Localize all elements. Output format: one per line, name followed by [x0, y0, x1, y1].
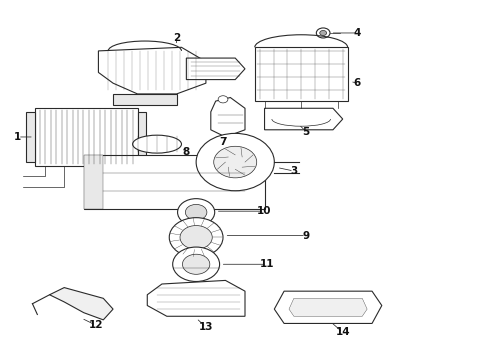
Polygon shape — [98, 47, 206, 94]
Polygon shape — [26, 112, 35, 162]
Polygon shape — [265, 108, 343, 130]
Text: 6: 6 — [354, 78, 361, 88]
Polygon shape — [274, 291, 382, 323]
Circle shape — [317, 28, 330, 38]
Text: 1: 1 — [14, 132, 22, 142]
Text: 3: 3 — [290, 166, 297, 176]
Text: 8: 8 — [183, 147, 190, 157]
Circle shape — [177, 199, 215, 226]
Polygon shape — [138, 112, 147, 162]
Text: 11: 11 — [260, 259, 274, 269]
Polygon shape — [211, 98, 245, 137]
Circle shape — [185, 204, 207, 220]
Polygon shape — [49, 288, 113, 320]
Circle shape — [218, 96, 228, 103]
Polygon shape — [84, 155, 103, 209]
Polygon shape — [255, 47, 347, 101]
Circle shape — [320, 31, 327, 36]
Polygon shape — [289, 298, 367, 316]
Circle shape — [214, 146, 257, 178]
Text: 14: 14 — [336, 327, 350, 337]
Text: 9: 9 — [302, 231, 310, 240]
Text: 2: 2 — [173, 33, 180, 43]
Polygon shape — [84, 155, 265, 209]
Text: 7: 7 — [220, 138, 227, 147]
Ellipse shape — [133, 135, 181, 153]
Circle shape — [180, 226, 212, 249]
Text: 13: 13 — [198, 322, 213, 332]
Text: 10: 10 — [257, 206, 272, 216]
Text: 5: 5 — [302, 127, 310, 136]
Circle shape — [169, 218, 223, 257]
Polygon shape — [186, 58, 245, 80]
Polygon shape — [147, 280, 245, 316]
Circle shape — [182, 254, 210, 274]
Polygon shape — [113, 94, 176, 105]
Circle shape — [196, 134, 274, 191]
FancyBboxPatch shape — [35, 108, 138, 166]
Text: 4: 4 — [354, 28, 361, 38]
Text: 12: 12 — [89, 320, 103, 330]
Circle shape — [172, 247, 220, 282]
